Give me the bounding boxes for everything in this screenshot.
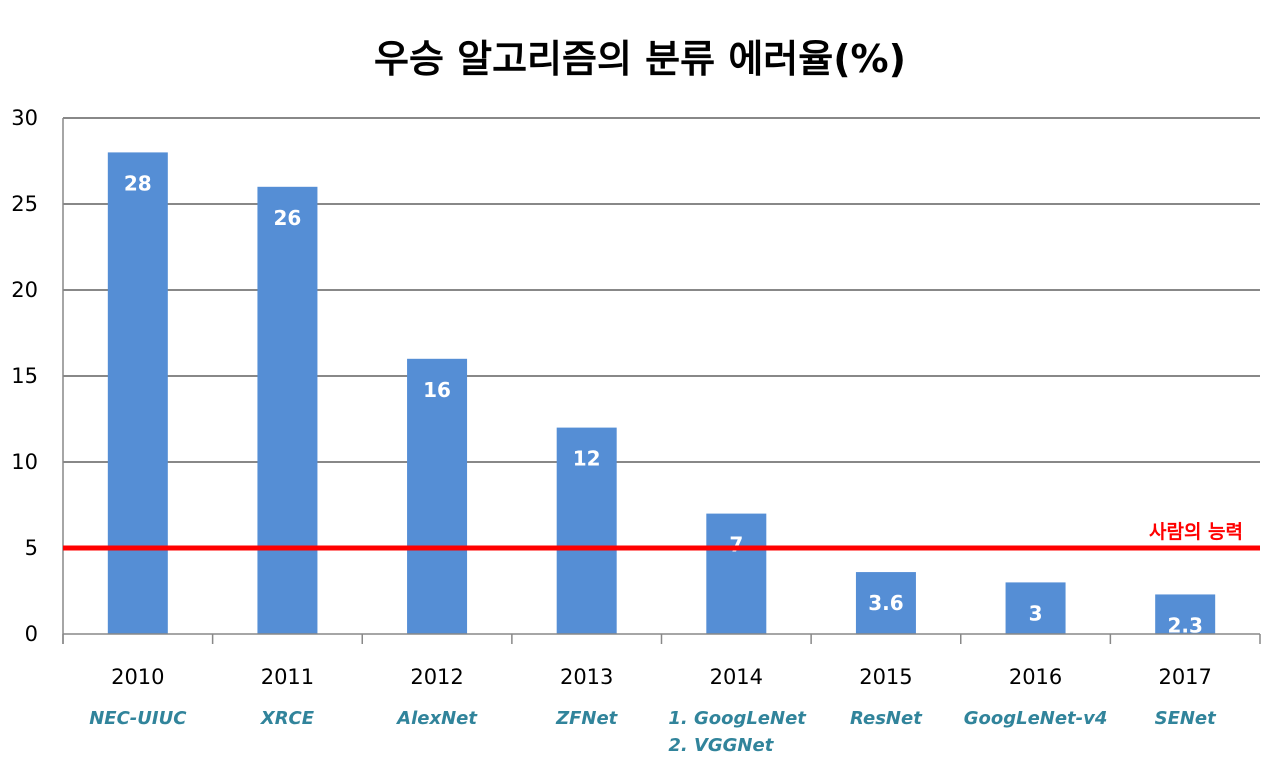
bar-2010 [107,152,168,634]
bar-2012 [407,358,468,634]
y-tick-label-0: 0 [25,622,38,646]
bar-value-label-2011: 26 [274,206,302,230]
bar-2011 [257,186,318,635]
reference-line-group: 사람의 능력 [63,521,1260,551]
gridlines [63,117,1260,549]
x-tick-label-2016: 2016 [1009,665,1062,689]
x-tick-label-2014: 2014 [710,665,763,689]
bar-value-label-2010: 28 [124,171,152,195]
y-tick-label-25: 25 [11,192,38,216]
algorithm-label-2015: ResNet [850,708,923,729]
y-tick-label-15: 15 [11,364,38,388]
algorithm-label-2014: 1. GoogLeNet [668,708,807,729]
x-axis [62,118,1261,644]
algorithm-label-2012: AlexNet [395,708,478,729]
bar-2016 [1005,582,1066,634]
bar-value-label-2013: 12 [573,447,601,471]
algorithm-label-2011: XRCE [260,708,315,729]
bar-value-label-2016: 3 [1029,601,1043,625]
y-tick-label-10: 10 [11,450,38,474]
bar-2013 [556,427,617,634]
bar-value-label-2014: 7 [729,533,743,557]
bar-value-label-2012: 16 [423,378,451,402]
x-axis-tick-labels: 2010 2011 2012 2013 2014 2015 2016 2017 [111,665,1212,689]
algorithm-label-2016: GoogLeNet-v4 [964,708,1108,729]
bar-2017 [1155,594,1216,634]
x-tick-label-2017: 2017 [1158,665,1211,689]
y-axis-tick-labels: 0 5 10 15 20 25 30 [11,106,38,646]
y-tick-label-30: 30 [11,106,38,130]
bars [107,152,1216,635]
x-tick-label-2010: 2010 [111,665,164,689]
algorithm-label-2014: 2. VGGNet [668,735,774,756]
algorithm-labels: NEC-UIUC XRCE AlexNet ZFNet 1. GoogLeNet 2. V… [89,708,1217,756]
x-tick-label-2011: 2011 [261,665,314,689]
algorithm-label-2013: ZFNet [555,708,619,729]
bar-2014 [706,513,767,634]
bar-2015 [855,572,916,634]
chart-title: 우승 알고리즘의 분류 에러율(%) [373,37,907,81]
x-tick-label-2015: 2015 [859,665,912,689]
algorithm-label-2010: NEC-UIUC [89,708,187,729]
reference-line-label: 사람의 능력 [1149,521,1243,543]
algorithm-label-2017: SENet [1155,708,1218,729]
y-tick-label-5: 5 [25,536,38,560]
x-tick-label-2013: 2013 [560,665,613,689]
y-tick-label-20: 20 [11,278,38,302]
bar-value-label-2015: 3.6 [868,591,903,615]
x-tick-label-2012: 2012 [410,665,463,689]
